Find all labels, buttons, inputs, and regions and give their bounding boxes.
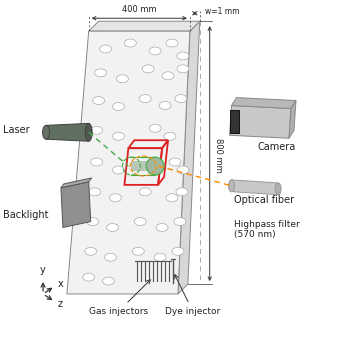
Ellipse shape [229, 180, 235, 192]
Ellipse shape [112, 102, 125, 111]
Text: y: y [39, 265, 45, 275]
Ellipse shape [169, 158, 181, 166]
Ellipse shape [134, 218, 146, 225]
Text: Highpass filter
(570 nm): Highpass filter (570 nm) [235, 220, 300, 239]
Ellipse shape [166, 39, 178, 47]
Ellipse shape [177, 166, 189, 174]
Ellipse shape [91, 126, 103, 134]
Ellipse shape [112, 132, 125, 140]
Polygon shape [132, 161, 155, 171]
Ellipse shape [104, 253, 117, 261]
Ellipse shape [112, 166, 125, 174]
Polygon shape [67, 31, 190, 294]
Ellipse shape [132, 247, 144, 255]
Text: Gas injectors: Gas injectors [89, 280, 150, 316]
Ellipse shape [166, 194, 178, 202]
Ellipse shape [146, 157, 164, 175]
Ellipse shape [110, 194, 121, 202]
Polygon shape [178, 21, 200, 294]
Ellipse shape [149, 124, 161, 132]
Polygon shape [289, 100, 296, 138]
Ellipse shape [162, 72, 174, 80]
Ellipse shape [172, 247, 184, 255]
Text: Camera: Camera [257, 142, 296, 152]
Ellipse shape [164, 132, 176, 140]
Ellipse shape [85, 247, 96, 255]
Ellipse shape [275, 183, 281, 195]
Text: 400 mm: 400 mm [122, 5, 156, 14]
Polygon shape [231, 180, 279, 195]
Ellipse shape [103, 277, 115, 285]
Ellipse shape [89, 188, 101, 196]
Ellipse shape [177, 65, 189, 73]
Polygon shape [89, 21, 200, 31]
Polygon shape [46, 123, 89, 141]
Ellipse shape [139, 188, 151, 196]
Polygon shape [229, 111, 239, 133]
Ellipse shape [100, 45, 111, 53]
Text: w=1 mm: w=1 mm [205, 7, 239, 16]
Text: Backlight: Backlight [3, 210, 49, 220]
Text: x: x [58, 279, 64, 289]
Polygon shape [231, 98, 296, 109]
Ellipse shape [93, 97, 104, 104]
Ellipse shape [43, 125, 50, 139]
Text: z: z [58, 299, 63, 309]
Ellipse shape [87, 218, 99, 225]
Ellipse shape [107, 223, 118, 232]
Ellipse shape [159, 101, 171, 110]
Text: Optical fiber: Optical fiber [235, 195, 295, 205]
Ellipse shape [174, 218, 186, 225]
Polygon shape [61, 178, 92, 188]
Ellipse shape [95, 69, 107, 77]
Ellipse shape [177, 52, 189, 60]
Ellipse shape [154, 253, 166, 261]
Ellipse shape [176, 188, 188, 196]
Polygon shape [61, 182, 91, 227]
Polygon shape [229, 105, 291, 138]
Ellipse shape [156, 223, 168, 232]
Ellipse shape [149, 47, 161, 55]
Ellipse shape [139, 95, 151, 102]
Ellipse shape [125, 39, 136, 47]
Ellipse shape [85, 123, 92, 141]
Ellipse shape [117, 75, 128, 83]
Text: Laser: Laser [3, 125, 30, 135]
Ellipse shape [83, 273, 95, 281]
Ellipse shape [142, 65, 154, 73]
Text: Dye injector: Dye injector [165, 275, 220, 316]
Ellipse shape [91, 158, 103, 166]
Text: 800 mm: 800 mm [214, 138, 223, 173]
Ellipse shape [175, 95, 187, 102]
